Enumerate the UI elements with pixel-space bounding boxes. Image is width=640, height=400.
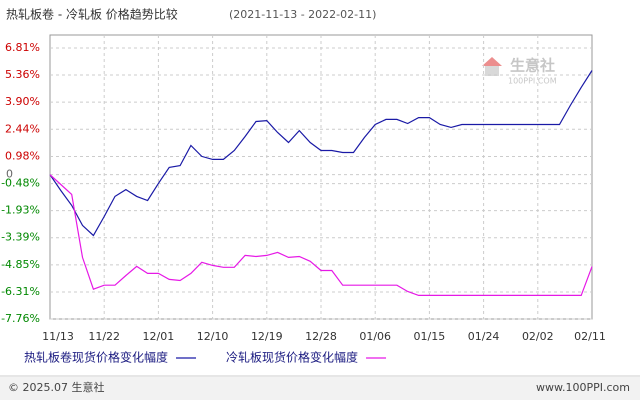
y-tick-label: 2.44% [5,122,40,135]
series-line [49,174,593,296]
x-tick-label: 01/15 [414,330,446,343]
watermark: 生意社 100PPI.COM [482,57,557,86]
series-line [49,70,593,237]
y-tick-label: -4.85% [1,258,40,271]
x-tick-label: 12/19 [251,330,283,343]
x-tick-label: 12/10 [197,330,229,343]
watermark-site: 100PPI.COM [508,77,557,86]
y-tick-label: -6.31% [1,285,40,298]
y-tick-label: -7.76% [1,312,40,325]
x-tick-label: 02/11 [574,330,606,343]
watermark-icon [485,66,499,76]
x-tick-label: 11/22 [88,330,120,343]
y-tick-label: -3.39% [1,231,40,244]
x-tick-label: 02/02 [522,330,554,343]
y-tick-label: 0 [6,168,13,181]
y-tick-label: 6.81% [5,41,40,54]
x-tick-label: 01/24 [468,330,500,343]
y-tick-label: -1.93% [1,204,40,217]
watermark-name: 生意社 [510,57,555,75]
footer-left: © 2025.07 生意社 [8,380,104,394]
y-tick-label: 0.98% [5,149,40,162]
x-tick-label: 12/28 [305,330,337,343]
y-tick-label: -0.48% [1,177,40,190]
legend-label: 热轧板卷现货价格变化幅度 [24,350,168,365]
chart-subtitle: (2021-11-13 - 2022-02-11) [229,8,376,21]
footer-right: www.100PPI.com [536,381,630,394]
y-tick-label: 3.90% [5,95,40,108]
x-tick-label: 12/01 [143,330,175,343]
x-tick-label: 01/06 [359,330,391,343]
y-tick-label: 5.36% [5,68,40,81]
watermark-icon [482,57,502,66]
legend-label: 冷轧板现货价格变化幅度 [226,350,358,365]
x-tick-label: 11/13 [42,330,74,343]
chart-title: 热轧板卷 - 冷轧板 价格趋势比较 [6,7,178,22]
footer-bar [0,377,640,400]
